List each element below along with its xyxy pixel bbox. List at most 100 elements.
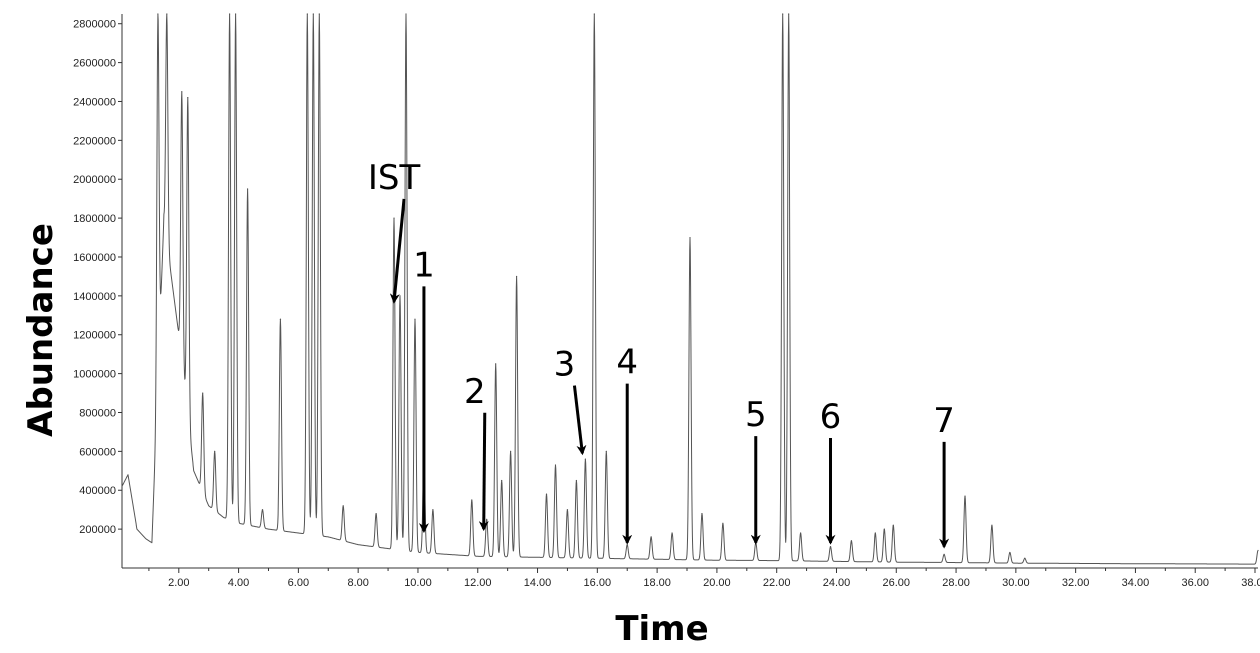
arrow-2 xyxy=(478,412,489,532)
x-tick-label: 2.00 xyxy=(168,577,189,589)
x-tick-label: 16.00 xyxy=(584,577,612,589)
arrow-3 xyxy=(572,385,587,456)
y-tick-label: 1800000 xyxy=(73,213,116,225)
peak-apex-53 xyxy=(1009,551,1011,554)
peak-apex-25 xyxy=(501,479,503,482)
peak-apex-34 xyxy=(605,450,607,452)
y-tick-label: 1400000 xyxy=(73,291,116,303)
peak-apex-55 xyxy=(1257,549,1259,552)
peak-apex-48 xyxy=(883,528,885,530)
peak-apex-28 xyxy=(545,493,548,495)
peak-apex-23 xyxy=(486,518,488,521)
arrow-ist xyxy=(389,198,406,304)
peak-apex-8 xyxy=(246,188,249,190)
peak-apex-17 xyxy=(399,295,401,297)
x-tick-label: 20.00 xyxy=(703,577,731,589)
peak-apex-26 xyxy=(510,450,512,452)
y-tick-label: 2200000 xyxy=(73,135,116,147)
y-tick-label: 2000000 xyxy=(73,174,116,186)
peak-apex-10 xyxy=(279,318,282,320)
peak-label-1: 1 xyxy=(413,245,435,285)
peak-label-4: 4 xyxy=(616,343,638,383)
x-axis-title: Time xyxy=(615,609,708,649)
peak-apex-44 xyxy=(800,532,802,534)
y-axis-title: Abundance xyxy=(21,223,61,437)
peak-apex-6 xyxy=(229,13,231,15)
peak-apex-16 xyxy=(393,217,395,219)
y-tick-label: 400000 xyxy=(79,485,116,497)
peak-label-5: 5 xyxy=(745,395,767,435)
peak-apex-1 xyxy=(166,13,168,15)
x-tick-label: 34.00 xyxy=(1122,577,1150,589)
peak-apex-3 xyxy=(187,96,189,99)
peak-apex-5 xyxy=(214,450,216,452)
peak-apex-19 xyxy=(414,318,416,320)
peak-apex-40 xyxy=(722,522,724,524)
peak-apex-11 xyxy=(306,13,308,15)
peak-apex-21 xyxy=(432,509,434,511)
y-axis: 200000 400000 600000 800000 1000000 1200000 14… xyxy=(73,14,123,568)
peak-label-ist: IST xyxy=(368,158,421,198)
peak-apex-24 xyxy=(495,363,497,365)
chromatogram-trace-layer xyxy=(121,13,1259,565)
peak-label-2: 2 xyxy=(464,372,486,412)
peak-apex-13 xyxy=(318,13,320,15)
x-tick-label: 24.00 xyxy=(823,577,851,589)
x-tick-label: 10.00 xyxy=(404,577,432,589)
x-axis: 2.00 4.00 6.00 8.00 10.00 12.00 14.00 16.00 18.0… xyxy=(122,567,1260,589)
peak-apex-35 xyxy=(626,544,628,546)
peak-apex-50 xyxy=(943,553,945,555)
peak-apex-42 xyxy=(782,13,784,15)
x-tick-label: 32.00 xyxy=(1062,577,1090,589)
x-tick-label: 14.00 xyxy=(524,577,552,589)
y-tick-label: 1600000 xyxy=(73,252,116,264)
peak-apex-18 xyxy=(405,13,407,15)
peak-apex-43 xyxy=(788,13,790,15)
peak-label-3: 3 xyxy=(554,345,576,385)
chromatogram-trace xyxy=(121,13,1259,565)
x-tick-label: 4.00 xyxy=(228,577,249,589)
peak-apex-52 xyxy=(991,524,993,526)
peak-apex-51 xyxy=(964,495,966,497)
x-tick-label: 28.00 xyxy=(942,577,970,589)
peak-apex-37 xyxy=(671,532,673,534)
peak-apex-29 xyxy=(554,464,557,466)
peak-apex-9 xyxy=(261,509,264,511)
peak-apex-36 xyxy=(650,536,652,538)
peak-label-6: 6 xyxy=(820,397,842,437)
peak-apex-33 xyxy=(593,13,595,15)
peak-apex-0 xyxy=(157,13,159,15)
y-tick-label: 600000 xyxy=(79,446,116,458)
peak-apex-27 xyxy=(516,275,518,278)
y-tick-label: 1000000 xyxy=(73,369,116,381)
peak-apex-30 xyxy=(566,509,569,511)
peak-label-7: 7 xyxy=(933,401,955,441)
peak-apex-4 xyxy=(202,392,204,394)
x-tick-label: 36.00 xyxy=(1181,577,1209,589)
x-tick-label: 38.00 xyxy=(1241,577,1260,589)
peak-apex-54 xyxy=(1024,557,1026,559)
peak-apex-2 xyxy=(181,91,183,93)
peak-apex-31 xyxy=(575,479,578,482)
peak-apex-39 xyxy=(701,512,703,515)
peak-apex-32 xyxy=(584,458,586,460)
peak-apex-47 xyxy=(874,532,876,534)
peak-apex-15 xyxy=(375,512,377,515)
peak-apex-12 xyxy=(312,13,314,15)
y-tick-label: 2400000 xyxy=(73,96,116,108)
y-tick-label: 2800000 xyxy=(73,19,116,31)
y-tick-label: 2600000 xyxy=(73,58,116,70)
x-tick-label: 22.00 xyxy=(763,577,791,589)
x-tick-label: 30.00 xyxy=(1002,577,1030,589)
annotation-layer: IST 1 2 3 4 5 6 7 xyxy=(368,158,955,549)
x-tick-label: 8.00 xyxy=(347,577,368,589)
peak-apex-45 xyxy=(829,546,832,548)
peak-apex-14 xyxy=(342,505,344,507)
peak-apex-46 xyxy=(850,540,853,542)
peak-apex-7 xyxy=(235,13,237,15)
peak-apex-49 xyxy=(892,524,894,526)
x-tick-label: 6.00 xyxy=(288,577,309,589)
x-tick-label: 18.00 xyxy=(643,577,671,589)
peak-apex-38 xyxy=(689,236,691,239)
